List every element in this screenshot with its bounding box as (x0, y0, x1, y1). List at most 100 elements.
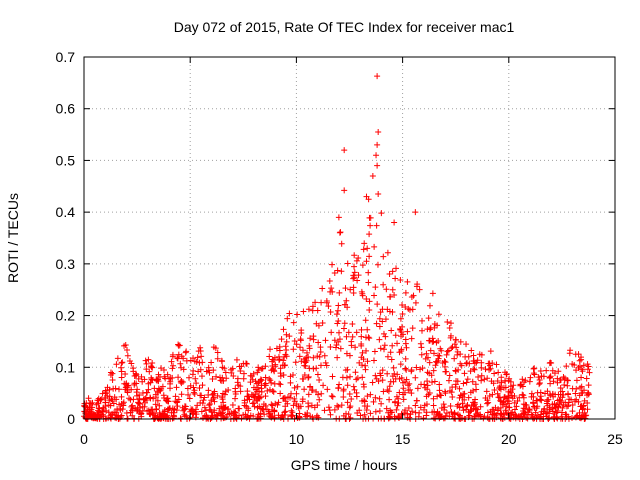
data-point (400, 391, 407, 398)
data-point (366, 307, 373, 314)
data-point (544, 409, 551, 416)
data-point (360, 356, 367, 363)
data-point (142, 357, 149, 364)
data-point (342, 301, 349, 308)
data-point (409, 306, 416, 313)
data-point (494, 390, 501, 397)
data-point (585, 391, 592, 398)
data-point (425, 315, 432, 322)
data-point (245, 405, 252, 412)
data-point (385, 388, 392, 395)
data-point (262, 382, 269, 389)
data-point (374, 162, 381, 169)
data-point (376, 395, 383, 402)
data-point (335, 338, 342, 345)
data-point (483, 388, 490, 395)
data-point (287, 379, 294, 386)
data-point (376, 408, 383, 415)
data-point (530, 399, 537, 406)
data-point (560, 401, 567, 408)
data-point (280, 372, 287, 379)
data-point (463, 379, 470, 386)
data-point (131, 372, 138, 379)
data-point (236, 405, 243, 412)
data-point (245, 393, 252, 400)
data-point (544, 397, 551, 404)
data-point (372, 394, 379, 401)
data-points (81, 73, 593, 422)
data-point (384, 249, 391, 256)
data-point (148, 374, 155, 381)
data-point (431, 324, 438, 331)
data-point (319, 319, 326, 326)
data-point (277, 381, 284, 388)
data-point (505, 410, 512, 417)
data-point (464, 376, 471, 383)
data-point (117, 405, 124, 412)
data-point (118, 359, 125, 366)
data-point (214, 355, 221, 362)
data-point (478, 364, 485, 371)
data-point (109, 376, 116, 383)
data-point (169, 405, 176, 412)
data-point (578, 366, 585, 373)
data-point (296, 410, 303, 417)
data-point (293, 341, 300, 348)
data-point (123, 410, 130, 417)
data-point (171, 413, 178, 420)
data-point (571, 361, 578, 368)
data-point (530, 393, 537, 400)
data-point (240, 411, 247, 418)
data-point (576, 357, 583, 364)
data-point (466, 412, 473, 419)
data-point (296, 353, 303, 360)
data-point (108, 396, 115, 403)
data-point (244, 396, 251, 403)
data-point (317, 362, 324, 369)
data-point (283, 347, 290, 354)
data-point (397, 361, 404, 368)
data-point (174, 403, 181, 410)
data-point (193, 411, 200, 418)
data-point (534, 412, 541, 419)
data-point (561, 381, 568, 388)
data-point (506, 375, 513, 382)
data-point (86, 407, 93, 414)
data-point (487, 348, 494, 355)
data-point (429, 290, 436, 297)
data-point (173, 384, 180, 391)
data-point (337, 345, 344, 352)
data-point (380, 330, 387, 337)
data-point (261, 411, 268, 418)
data-point (98, 396, 105, 403)
data-point (133, 380, 140, 387)
data-point (388, 356, 395, 363)
data-point (248, 372, 255, 379)
data-point (299, 396, 306, 403)
data-point (424, 378, 431, 385)
data-point (491, 410, 498, 417)
data-point (298, 327, 305, 334)
data-point (389, 373, 396, 380)
data-point (427, 347, 434, 354)
y-tick-label: 0.7 (56, 49, 76, 65)
y-tick-label: 0.6 (56, 101, 76, 117)
data-point (365, 334, 372, 341)
data-point (303, 349, 310, 356)
data-point (283, 331, 290, 338)
data-point (379, 306, 386, 313)
data-point (294, 311, 301, 318)
data-point (208, 359, 215, 366)
data-point (282, 408, 289, 415)
data-point (552, 405, 559, 412)
data-point (210, 394, 217, 401)
data-point (222, 388, 229, 395)
data-point (432, 362, 439, 369)
data-point (547, 359, 554, 366)
data-point (214, 349, 221, 356)
data-point (266, 386, 273, 393)
data-point (314, 371, 321, 378)
data-point (423, 401, 430, 408)
data-point (268, 414, 275, 421)
data-point (459, 404, 466, 411)
